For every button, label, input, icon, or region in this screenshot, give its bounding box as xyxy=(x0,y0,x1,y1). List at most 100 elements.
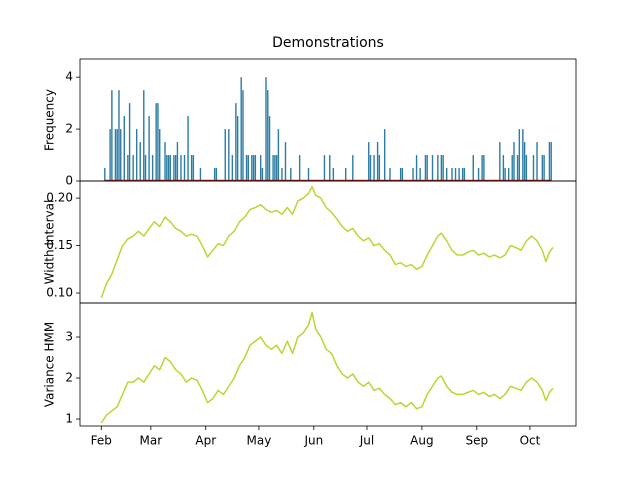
bar xyxy=(412,168,414,181)
bar xyxy=(259,155,262,181)
bar xyxy=(541,155,544,181)
bar xyxy=(167,155,170,181)
x-tick-label: Sep xyxy=(465,434,488,448)
bar xyxy=(507,168,510,181)
bar xyxy=(277,129,280,181)
bar xyxy=(373,155,375,181)
bar xyxy=(128,103,131,181)
bar xyxy=(169,155,172,181)
bar xyxy=(151,155,154,181)
y-tick-label: 0.20 xyxy=(46,191,73,205)
y-tick-label: 3 xyxy=(65,330,73,344)
bar xyxy=(419,168,421,181)
bar xyxy=(242,90,244,181)
y-axis-label: Width Interval xyxy=(43,200,57,285)
bar xyxy=(511,155,513,181)
bar xyxy=(401,168,404,181)
bar xyxy=(458,168,460,181)
bar xyxy=(111,90,113,181)
x-tick-label: Apr xyxy=(195,434,216,448)
bar xyxy=(454,168,457,181)
bar xyxy=(499,142,501,181)
bar xyxy=(109,129,111,181)
bar xyxy=(164,142,166,181)
bar xyxy=(523,142,526,181)
bar xyxy=(120,129,122,181)
bar xyxy=(504,168,506,181)
y-tick-label: 0.15 xyxy=(46,238,73,252)
axes-frame xyxy=(79,180,577,304)
bar xyxy=(123,116,125,181)
bar xyxy=(183,155,186,181)
y-tick-label: 4 xyxy=(65,70,73,84)
bar xyxy=(144,155,147,181)
bar xyxy=(532,155,535,181)
bar xyxy=(451,168,453,181)
bar xyxy=(176,142,179,181)
bar xyxy=(518,129,521,181)
bar xyxy=(543,155,545,181)
bar xyxy=(483,155,485,181)
y-tick-label: 0.10 xyxy=(46,286,73,300)
bar xyxy=(284,142,287,181)
bar xyxy=(224,129,226,181)
bar xyxy=(267,90,269,181)
bar xyxy=(157,103,159,181)
bar xyxy=(254,155,257,181)
bar xyxy=(116,129,118,181)
bar xyxy=(431,155,434,181)
bar xyxy=(252,155,255,181)
bar xyxy=(104,168,106,181)
bar xyxy=(369,155,372,181)
bar xyxy=(127,155,129,181)
bar xyxy=(298,155,301,181)
bar xyxy=(275,155,278,181)
y-tick-label: 1 xyxy=(65,412,73,426)
bar xyxy=(329,155,331,181)
bar xyxy=(548,142,551,181)
bar xyxy=(159,129,161,181)
bar xyxy=(139,142,141,181)
bar xyxy=(132,155,134,181)
bar xyxy=(180,155,182,181)
bar xyxy=(445,168,448,181)
bar xyxy=(213,168,216,181)
bar xyxy=(332,168,335,181)
bar xyxy=(215,168,218,181)
bar xyxy=(502,155,505,181)
y-tick-label: 0 xyxy=(65,174,73,188)
bar xyxy=(442,155,444,181)
bar xyxy=(114,129,117,181)
bar xyxy=(228,129,230,181)
axes-frame xyxy=(79,58,577,182)
bar xyxy=(261,168,264,181)
bar xyxy=(155,103,157,181)
bar xyxy=(274,155,276,181)
bar xyxy=(481,155,483,181)
bar xyxy=(378,155,381,181)
bar xyxy=(148,116,150,181)
bar xyxy=(174,155,177,181)
line xyxy=(100,185,554,299)
bar xyxy=(426,155,428,181)
bar xyxy=(376,142,379,181)
bar xyxy=(135,129,138,181)
bar xyxy=(513,142,515,181)
chart-title: Demonstrations xyxy=(272,35,384,51)
x-tick-label: Feb xyxy=(91,434,112,448)
bar xyxy=(389,168,391,181)
bar xyxy=(281,168,283,181)
bar xyxy=(231,155,234,181)
bar xyxy=(345,168,347,181)
bar xyxy=(240,77,242,181)
y-tick-label: 2 xyxy=(65,371,73,385)
bar xyxy=(245,155,248,181)
bar xyxy=(323,155,326,181)
x-tick-label: Oct xyxy=(520,434,541,448)
bar xyxy=(187,116,189,181)
bar xyxy=(522,129,524,181)
bar xyxy=(251,155,253,181)
bar xyxy=(247,155,249,181)
bar xyxy=(415,155,418,181)
